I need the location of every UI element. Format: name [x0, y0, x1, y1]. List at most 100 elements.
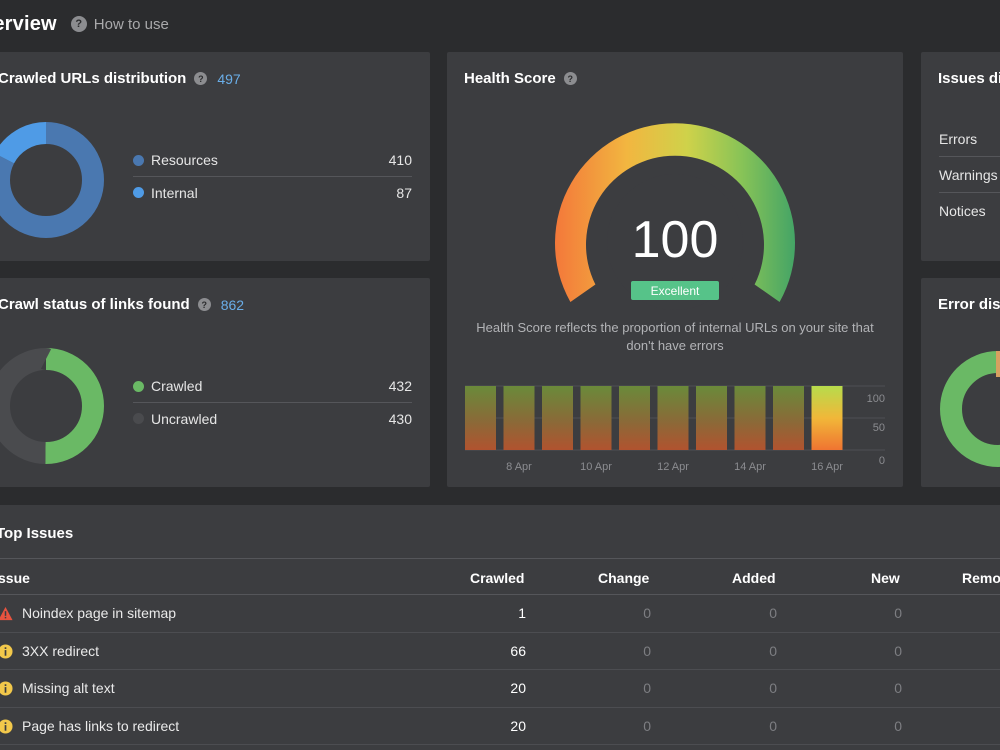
y-tick-label: 100: [867, 393, 885, 405]
legend-value: 432: [388, 378, 412, 394]
legend-item-crawled[interactable]: Crawled 432: [133, 370, 412, 402]
legend-label: Internal: [151, 184, 198, 201]
issue-added: 0: [769, 642, 777, 659]
help-icon[interactable]: ?: [563, 72, 577, 85]
issue-change: 0: [643, 717, 651, 734]
card-title: Error dis: [938, 296, 1000, 313]
legend-value: 87: [396, 184, 412, 201]
crawl-status-card: Crawl status of links found ? 862 Crawle…: [0, 278, 430, 487]
crawl-status-title: Crawl status of links found: [0, 296, 190, 313]
issue-new: 0: [894, 717, 902, 734]
card-title: Issues di: [938, 70, 1000, 87]
issues-errors-label[interactable]: Errors: [939, 131, 978, 147]
history-bar[interactable]: [657, 386, 689, 450]
table-row[interactable]: Noindex page in sitemap 1 0 0 0: [0, 595, 1000, 633]
y-tick-label: 50: [873, 422, 885, 434]
card-title: Crawled URLs distribution ? 497: [0, 70, 241, 87]
history-bar[interactable]: [773, 386, 804, 450]
issue-name[interactable]: 3XX redirect: [22, 642, 100, 659]
issues-dist-title: Issues di: [938, 70, 1000, 87]
issue-added: 0: [769, 717, 777, 734]
legend-item-uncrawled[interactable]: Uncrawled 430: [133, 402, 412, 434]
issue-change: 0: [643, 642, 651, 659]
issue-crawled[interactable]: 66: [510, 642, 526, 659]
how-to-use-label: How to use: [93, 15, 169, 33]
how-to-use-link[interactable]: ? How to use: [70, 15, 169, 33]
crawled-urls-donut: [0, 122, 104, 238]
issue-new: 0: [894, 642, 902, 659]
history-bar[interactable]: [503, 386, 535, 450]
issue-name[interactable]: Missing alt text: [22, 680, 115, 696]
health-score-card: Health Score ? 100 Excellent Health Scor…: [447, 52, 903, 487]
col-change[interactable]: Change: [598, 570, 650, 586]
history-bar[interactable]: [619, 386, 650, 450]
issues-warnings-label[interactable]: Warnings: [939, 167, 998, 183]
legend-value: 410: [388, 152, 412, 168]
top-issues-title: Top Issues: [0, 525, 74, 542]
crawl-status-donut: [0, 348, 104, 464]
crawl-status-count[interactable]: 862: [220, 296, 245, 313]
table-row[interactable]: Missing alt text 20 0 0 0: [0, 670, 1000, 708]
legend-item-resources[interactable]: Resources 410: [133, 144, 412, 176]
issue-new: 0: [894, 680, 902, 696]
col-added[interactable]: Added: [732, 570, 776, 586]
issue-change: 0: [643, 680, 651, 696]
table-row[interactable]: 3XX redirect 66 0 0 0: [0, 633, 1000, 670]
col-removed[interactable]: Remo: [962, 570, 1000, 586]
issue-change: 0: [643, 605, 651, 621]
error-dist-title: Error dis: [938, 296, 1000, 313]
health-score-description: Health Score reflects the proportion of …: [476, 320, 874, 353]
card-title: Crawl status of links found ? 862: [0, 296, 244, 313]
issue-crawled[interactable]: 20: [510, 680, 526, 696]
crawled-urls-card: Crawled URLs distribution ? 497 Resource…: [0, 52, 430, 261]
info-icon: [0, 718, 13, 734]
gauge-arc: [555, 123, 795, 303]
col-issue[interactable]: ssue: [0, 570, 30, 586]
issue-crawled[interactable]: 20: [510, 717, 526, 734]
health-score-badge: Excellent: [631, 281, 719, 300]
issue-new: 0: [894, 605, 902, 621]
crawled-urls-count[interactable]: 497: [217, 70, 241, 87]
x-tick-label: 16 Apr: [811, 461, 843, 473]
help-icon[interactable]: ?: [197, 298, 211, 311]
donut-segment-internal[interactable]: [0, 122, 104, 238]
legend-item-internal[interactable]: Internal 87: [133, 176, 412, 208]
legend-dot: [133, 187, 144, 198]
legend-label: Uncrawled: [151, 410, 218, 427]
warning-icon: [0, 606, 13, 621]
x-tick-label: 8 Apr: [506, 461, 532, 473]
health-score-value: 100: [631, 211, 719, 269]
legend-dot: [133, 154, 144, 166]
error-distribution-card: Error dis: [921, 278, 1000, 487]
health-gauge: [555, 123, 795, 310]
history-bar[interactable]: [734, 386, 766, 450]
legend-value: 430: [388, 410, 412, 427]
health-history-chart: 100 50 0 8 Apr 10 Apr 12 Apr 14 Apr 16 Apr: [465, 385, 885, 473]
legend-label: Crawled: [151, 378, 203, 394]
donut-segment-uncrawled[interactable]: [0, 348, 104, 464]
legend-label: Resources: [151, 152, 218, 168]
x-tick-label: 10 Apr: [580, 461, 612, 473]
page-header: verview ? How to use: [0, 10, 169, 38]
issue-added: 0: [769, 680, 777, 696]
issue-crawled[interactable]: 1: [518, 605, 526, 621]
col-new[interactable]: New: [871, 570, 900, 586]
info-icon: [0, 643, 13, 659]
info-icon: [0, 681, 13, 696]
help-icon[interactable]: ?: [194, 72, 208, 85]
issue-name[interactable]: Noindex page in sitemap: [22, 605, 177, 621]
col-crawled[interactable]: Crawled: [470, 570, 525, 586]
table-row[interactable]: Page has links to redirect 20 0 0 0: [0, 708, 1000, 745]
crawl-status-legend: Crawled 432 Uncrawled 430: [133, 370, 412, 434]
y-tick-label: 0: [879, 455, 885, 467]
history-bar[interactable]: [811, 386, 843, 450]
issues-notices-label[interactable]: Notices: [939, 203, 986, 219]
history-bar[interactable]: [542, 386, 573, 450]
page-title: verview: [0, 12, 57, 35]
issue-name[interactable]: Page has links to redirect: [22, 717, 180, 734]
history-bar[interactable]: [696, 386, 727, 450]
issue-added: 0: [769, 605, 777, 621]
history-bar[interactable]: [580, 386, 612, 450]
card-title: Health Score ?: [464, 70, 577, 87]
history-bar[interactable]: [465, 386, 496, 450]
